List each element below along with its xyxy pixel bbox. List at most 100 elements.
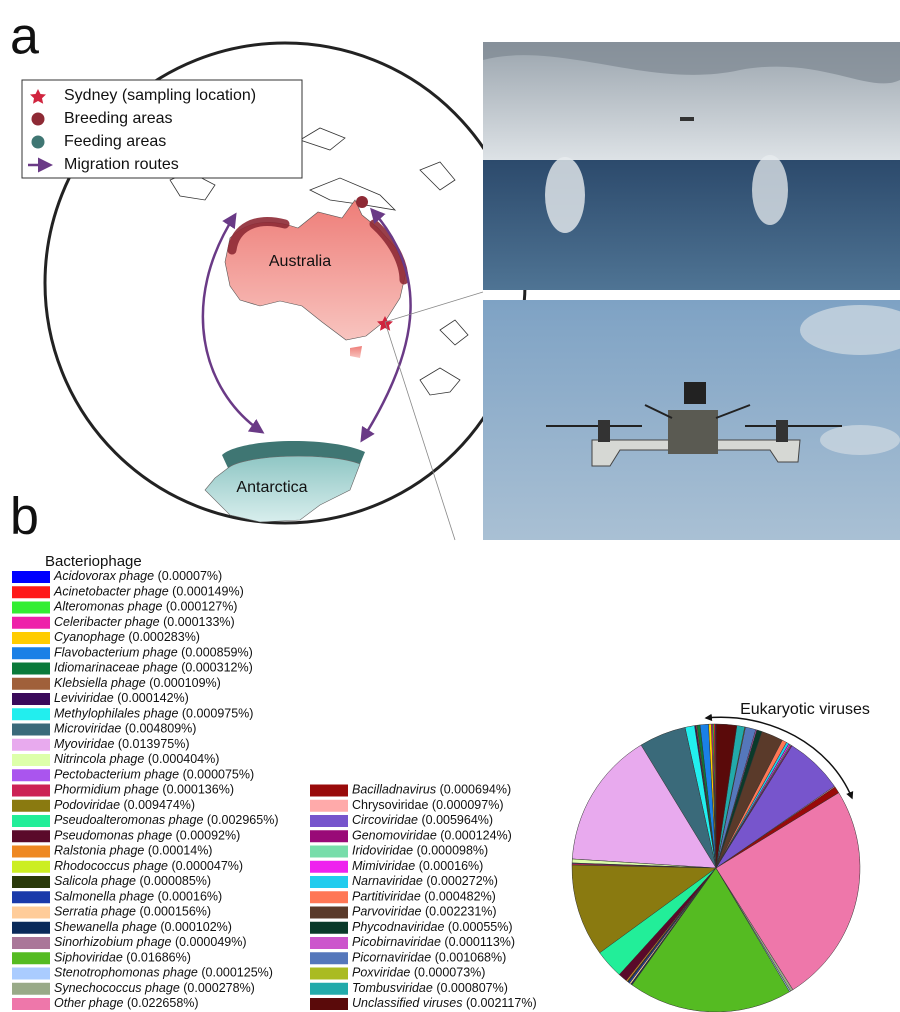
legend-name: Methylophilales phage [54, 707, 178, 721]
legend-name: Parvoviridae [352, 905, 422, 919]
legend-swatch [12, 998, 50, 1010]
legend-name: Ralstonia phage [54, 844, 144, 858]
legend-entry: Rhodococcus phage (0.000047%) [54, 859, 243, 873]
legend-swatch [12, 983, 50, 995]
legend-name: Rhodococcus phage [54, 859, 168, 873]
legend-name: Other phage [54, 996, 124, 1010]
legend-name: Leviviridae [54, 691, 114, 705]
legend-entry: Serratia phage (0.000156%) [54, 905, 211, 919]
legend-entry: Pectobacterium phage (0.000075%) [54, 768, 254, 782]
legend-entry: Other phage (0.022658%) [54, 996, 199, 1010]
legend-value: (0.00055%) [448, 920, 513, 934]
legend-swatch [12, 907, 50, 919]
legend-swatch [12, 693, 50, 705]
legend-entry: Bacilladnavirus (0.000694%) [352, 783, 511, 797]
legend-value: (0.000859%) [181, 646, 253, 660]
legend-swatch [12, 937, 50, 949]
legend-entry: Synechococcus phage (0.000278%) [54, 981, 255, 995]
legend-value: (0.000109%) [149, 676, 221, 690]
legend-value: (0.000049%) [175, 935, 247, 949]
legend-entry: Picobirnaviridae (0.000113%) [352, 935, 515, 949]
legend-value: (0.00092%) [176, 829, 241, 843]
legend-entry: Idiomarinaceae phage (0.000312%) [54, 661, 253, 675]
legend-name: Picornaviridae [352, 951, 431, 965]
legend-entry: Salicola phage (0.000085%) [54, 874, 211, 888]
legend-entry: Chrysoviridae (0.000097%) [352, 798, 503, 812]
legend-swatch [310, 907, 348, 919]
legend-swatch [310, 876, 348, 888]
legend-value: (0.009474%) [124, 798, 196, 812]
legend-swatch [12, 647, 50, 659]
legend-value: (0.002965%) [207, 813, 279, 827]
legend-swatch [12, 571, 50, 583]
legend-name: Tombusviridae [352, 981, 433, 995]
legend-swatch [310, 800, 348, 812]
legend-name: Podoviridae [54, 798, 120, 812]
legend-label: Breeding areas [64, 110, 173, 127]
legend-name: Idiomarinaceae phage [54, 661, 178, 675]
legend-swatch [12, 632, 50, 644]
legend-swatch [12, 861, 50, 873]
legend-entry: Podoviridae (0.009474%) [54, 798, 195, 812]
legend-entry: Narnaviridae (0.000272%) [352, 874, 498, 888]
legend-name: Serratia phage [54, 905, 136, 919]
legend-name: Narnaviridae [352, 874, 423, 888]
legend-entry: Myoviridae (0.013975%) [54, 737, 190, 751]
legend-swatch [12, 678, 50, 690]
legend-name: Stenotrophomonas phage [54, 966, 198, 980]
annotation: Eukaryotic viruses [740, 701, 870, 718]
legend-value: (0.000075%) [183, 768, 255, 782]
legend-swatch [310, 785, 348, 797]
legend-entry: Acidovorax phage (0.00007%) [53, 569, 222, 583]
legend-name: Alteromonas phage [53, 600, 162, 614]
legend-entry: Shewanella phage (0.000102%) [54, 920, 232, 934]
legend-swatch [12, 785, 50, 797]
legend-name: Acidovorax phage [53, 569, 154, 583]
legend-value: (0.000113%) [444, 935, 515, 949]
legend-entry: Unclassified viruses (0.002117%) [352, 996, 537, 1010]
legend-entry: Phycodnaviridae (0.00055%) [352, 920, 513, 934]
legend-value: (0.000694%) [440, 783, 512, 797]
legend-name: Phycodnaviridae [352, 920, 444, 934]
legend-label: Sydney (sampling location) [64, 87, 256, 104]
legend-value: (0.000142%) [117, 691, 189, 705]
legend-swatch [12, 754, 50, 766]
legend-value: (0.000272%) [426, 874, 498, 888]
legend-name: Mimiviridae [352, 859, 415, 873]
map-label: Australia [269, 253, 331, 270]
legend-value: (0.000404%) [148, 752, 220, 766]
legend-value: (0.000127%) [166, 600, 238, 614]
legend-entry: Alteromonas phage (0.000127%) [53, 600, 237, 614]
legend-entry: Parvoviridae (0.002231%) [352, 905, 497, 919]
legend-name: Siphoviridae [54, 951, 123, 965]
legend-name: Phormidium phage [54, 783, 159, 797]
legend-swatch [12, 891, 50, 903]
legend-entry: Tombusviridae (0.000807%) [352, 981, 508, 995]
legend-swatch [12, 617, 50, 629]
legend-value: (0.000156%) [140, 905, 212, 919]
legend-value: (0.000133%) [163, 615, 235, 629]
legend-name: Klebsiella phage [54, 676, 146, 690]
legend-entry: Cyanophage (0.000283%) [54, 630, 200, 644]
pie-legend: Acidovorax phage (0.00007%)Acinetobacter… [12, 569, 537, 1010]
legend-name: Bacilladnavirus [352, 783, 436, 797]
legend-entry: Pseudoalteromonas phage (0.002965%) [54, 813, 278, 827]
legend-swatch [12, 876, 50, 888]
legend-swatch [12, 708, 50, 720]
legend-value: (0.022658%) [127, 996, 199, 1010]
legend-entry: Stenotrophomonas phage (0.000125%) [54, 966, 273, 980]
legend-entry: Partitiviridae (0.000482%) [352, 890, 496, 904]
legend-name: Circoviridae [352, 813, 418, 827]
legend-entry: Mimiviridae (0.00016%) [352, 859, 483, 873]
legend-swatch [12, 602, 50, 614]
legend-swatch [310, 861, 348, 873]
legend-value: (0.000312%) [181, 661, 253, 675]
legend-swatch [310, 968, 348, 980]
legend-entry: Picornaviridae (0.001068%) [352, 951, 506, 965]
legend-value: (0.013975%) [118, 737, 190, 751]
legend-swatch [12, 724, 50, 736]
legend-swatch [310, 830, 348, 842]
legend-value: (0.00007%) [158, 569, 223, 583]
legend-entry: Leviviridae (0.000142%) [54, 691, 189, 705]
legend-entry: Methylophilales phage (0.000975%) [54, 707, 253, 721]
